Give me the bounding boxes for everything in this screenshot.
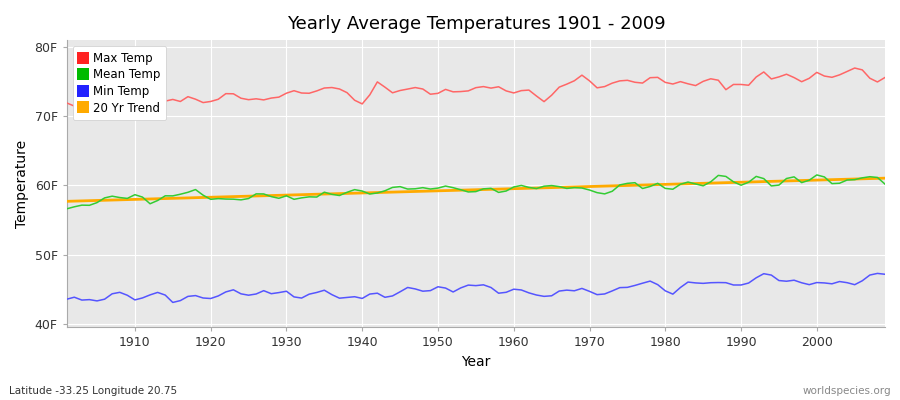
Min Temp xyxy=(61,297,72,302)
Title: Yearly Average Temperatures 1901 - 2009: Yearly Average Temperatures 1901 - 2009 xyxy=(286,15,665,33)
Mean Temp xyxy=(500,189,511,194)
20 Yr Trend xyxy=(500,186,511,191)
X-axis label: Year: Year xyxy=(461,355,491,369)
20 Yr Trend xyxy=(289,192,300,197)
Mean Temp xyxy=(812,172,823,177)
Min Temp xyxy=(872,271,883,276)
Mean Temp xyxy=(508,184,519,189)
Max Temp xyxy=(130,94,140,99)
Max Temp xyxy=(61,100,72,105)
Max Temp xyxy=(69,104,80,108)
Min Temp xyxy=(508,287,519,292)
Text: Latitude -33.25 Longitude 20.75: Latitude -33.25 Longitude 20.75 xyxy=(9,386,177,396)
Mean Temp xyxy=(122,196,132,201)
Line: Min Temp: Min Temp xyxy=(67,274,885,302)
Mean Temp xyxy=(334,193,345,198)
20 Yr Trend xyxy=(599,184,610,188)
Min Temp xyxy=(607,288,617,293)
Min Temp xyxy=(122,293,132,298)
Mean Temp xyxy=(289,197,300,202)
20 Yr Trend xyxy=(508,186,519,191)
Legend: Max Temp, Mean Temp, Min Temp, 20 Yr Trend: Max Temp, Mean Temp, Min Temp, 20 Yr Tre… xyxy=(73,46,166,120)
20 Yr Trend xyxy=(334,191,345,196)
Max Temp xyxy=(296,91,307,96)
Line: Max Temp: Max Temp xyxy=(67,68,885,106)
Max Temp xyxy=(850,66,860,70)
Line: Mean Temp: Mean Temp xyxy=(67,175,885,209)
Max Temp xyxy=(342,90,353,95)
20 Yr Trend xyxy=(122,197,132,202)
Max Temp xyxy=(607,81,617,86)
Mean Temp xyxy=(599,192,610,196)
Min Temp xyxy=(879,272,890,277)
Max Temp xyxy=(516,88,526,93)
20 Yr Trend xyxy=(879,176,890,180)
Y-axis label: Temperature: Temperature xyxy=(15,140,29,228)
Min Temp xyxy=(167,300,178,305)
Mean Temp xyxy=(61,206,72,211)
Mean Temp xyxy=(879,182,890,186)
Text: worldspecies.org: worldspecies.org xyxy=(803,386,891,396)
Max Temp xyxy=(879,75,890,80)
20 Yr Trend xyxy=(61,199,72,204)
Line: 20 Yr Trend: 20 Yr Trend xyxy=(67,178,885,201)
Min Temp xyxy=(342,295,353,300)
Min Temp xyxy=(296,296,307,300)
Min Temp xyxy=(516,288,526,292)
Max Temp xyxy=(508,90,519,95)
